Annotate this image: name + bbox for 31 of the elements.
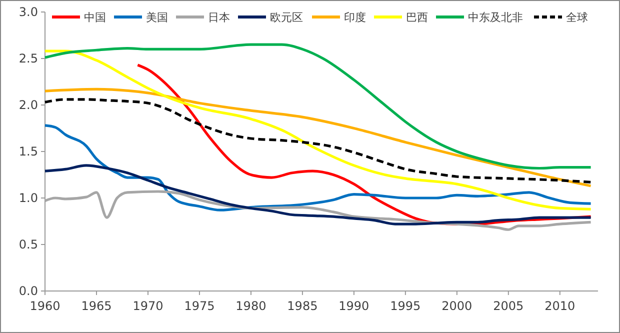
x-tick-label: 1995: [390, 299, 421, 313]
legend-label: 欧元区: [270, 11, 303, 24]
x-tick-label: 2000: [442, 299, 472, 313]
y-tick-label: 0.5: [18, 238, 38, 252]
legend-label: 中东及北非: [468, 11, 523, 24]
legend-label: 中国: [84, 11, 106, 24]
y-tick-label: 1.0: [18, 191, 38, 205]
legend-label: 美国: [146, 11, 168, 24]
x-tick-label: 1965: [81, 299, 112, 313]
y-tick-label: 2.0: [18, 98, 38, 112]
line-series: [44, 43, 592, 170]
x-tick-label: 1970: [132, 299, 164, 313]
y-tick-label: 0.0: [18, 284, 38, 298]
x-tick-label: 1990: [338, 299, 370, 313]
x-tick-label: 2005: [493, 299, 524, 313]
legend-label: 印度: [344, 11, 366, 24]
line-series: [44, 124, 592, 212]
line-series: [44, 164, 592, 226]
legend-label: 全球: [566, 11, 588, 24]
legend-label: 巴西: [406, 11, 428, 24]
x-tick-label: 1960: [30, 299, 60, 313]
x-tick-label: 1985: [287, 299, 318, 313]
y-tick-label: 3.0: [18, 5, 38, 19]
x-tick-label: 2010: [544, 299, 576, 313]
x-tick-label: 1975: [184, 299, 215, 313]
line-series: [44, 190, 592, 231]
y-tick-label: 1.5: [18, 144, 38, 158]
line-series: [44, 50, 592, 210]
legend-label: 日本: [208, 11, 230, 24]
x-tick-label: 1980: [236, 299, 266, 313]
y-tick-label: 2.5: [18, 52, 38, 66]
